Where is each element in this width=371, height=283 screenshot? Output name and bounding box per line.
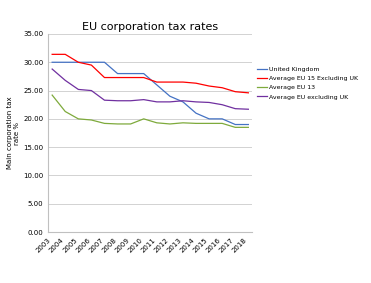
Average EU 13 xyxy=(181,121,185,125)
Average EU 13 xyxy=(63,110,68,113)
Average EU 13 xyxy=(115,122,120,126)
Average EU 15 Excluding UK xyxy=(115,76,120,79)
Average EU 15 Excluding UK xyxy=(181,80,185,84)
United Kingdom xyxy=(63,61,68,64)
Average EU 15 Excluding UK xyxy=(141,76,146,79)
United Kingdom xyxy=(141,72,146,75)
Average EU excluding UK xyxy=(50,67,55,71)
United Kingdom xyxy=(220,117,224,121)
Average EU 15 Excluding UK xyxy=(128,76,133,79)
Average EU excluding UK xyxy=(63,79,68,82)
Average EU 15 Excluding UK xyxy=(89,63,93,67)
Average EU 15 Excluding UK xyxy=(194,82,198,85)
Line: Average EU 13: Average EU 13 xyxy=(52,95,248,127)
Average EU excluding UK xyxy=(128,99,133,102)
United Kingdom xyxy=(194,112,198,115)
Average EU 13 xyxy=(207,122,211,125)
Average EU excluding UK xyxy=(233,107,237,110)
Average EU 15 Excluding UK xyxy=(207,84,211,88)
Average EU 13 xyxy=(246,126,250,129)
Average EU 13 xyxy=(194,122,198,125)
Average EU excluding UK xyxy=(207,101,211,104)
Average EU 13 xyxy=(102,122,107,125)
United Kingdom xyxy=(168,95,172,98)
Average EU 15 Excluding UK xyxy=(220,86,224,89)
Average EU 15 Excluding UK xyxy=(63,53,68,56)
Average EU excluding UK xyxy=(76,88,81,91)
Average EU 13 xyxy=(141,117,146,121)
United Kingdom xyxy=(233,123,237,126)
Average EU excluding UK xyxy=(168,100,172,104)
Legend: United Kingdom, Average EU 15 Excluding UK, Average EU 13, Average EU excluding : United Kingdom, Average EU 15 Excluding … xyxy=(257,67,358,100)
Average EU 13 xyxy=(128,122,133,126)
Average EU 15 Excluding UK xyxy=(50,53,55,56)
Average EU excluding UK xyxy=(220,103,224,106)
Average EU excluding UK xyxy=(194,100,198,104)
Average EU 15 Excluding UK xyxy=(168,80,172,84)
Average EU 15 Excluding UK xyxy=(246,91,250,95)
Average EU excluding UK xyxy=(246,108,250,111)
Average EU excluding UK xyxy=(102,98,107,102)
Average EU 13 xyxy=(155,121,159,125)
Average EU excluding UK xyxy=(89,89,93,92)
Title: EU corporation tax rates: EU corporation tax rates xyxy=(82,22,218,32)
United Kingdom xyxy=(50,61,55,64)
Average EU 13 xyxy=(76,117,81,121)
Average EU 15 Excluding UK xyxy=(155,80,159,84)
United Kingdom xyxy=(102,61,107,64)
Line: Average EU 15 Excluding UK: Average EU 15 Excluding UK xyxy=(52,54,248,93)
United Kingdom xyxy=(246,123,250,126)
United Kingdom xyxy=(89,61,93,64)
United Kingdom xyxy=(128,72,133,75)
United Kingdom xyxy=(207,117,211,121)
Average EU excluding UK xyxy=(141,98,146,101)
Average EU 15 Excluding UK xyxy=(102,76,107,79)
Line: Average EU excluding UK: Average EU excluding UK xyxy=(52,69,248,109)
Average EU 13 xyxy=(220,122,224,125)
United Kingdom xyxy=(76,61,81,64)
United Kingdom xyxy=(155,83,159,87)
Average EU 13 xyxy=(168,122,172,126)
Average EU excluding UK xyxy=(115,99,120,102)
Average EU 13 xyxy=(233,126,237,129)
United Kingdom xyxy=(115,72,120,75)
United Kingdom xyxy=(181,100,185,104)
Average EU excluding UK xyxy=(155,100,159,104)
Average EU 13 xyxy=(89,118,93,122)
Average EU excluding UK xyxy=(181,99,185,102)
Average EU 15 Excluding UK xyxy=(76,61,81,64)
Y-axis label: Main corporation tax
rate %: Main corporation tax rate % xyxy=(7,97,20,169)
Average EU 13 xyxy=(50,93,55,97)
Average EU 15 Excluding UK xyxy=(233,90,237,93)
Line: United Kingdom: United Kingdom xyxy=(52,62,248,125)
